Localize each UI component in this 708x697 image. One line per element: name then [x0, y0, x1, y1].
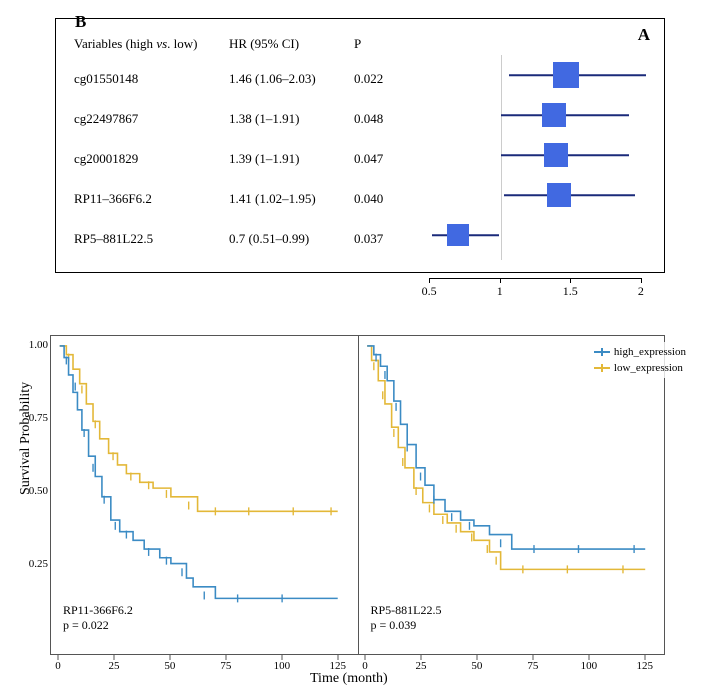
forest-hr: 1.46 (1.06–2.03)	[229, 71, 354, 87]
forest-header-row: Variables (high vs. low) HR (95% CI) P	[74, 29, 414, 59]
x-tick-label: 25	[415, 660, 426, 672]
x-tick-label: 100	[581, 660, 598, 672]
forest-var: cg22497867	[74, 111, 229, 127]
forest-table: Variables (high vs. low) HR (95% CI) P c…	[74, 29, 414, 259]
y-tick-label: 1.00	[29, 339, 48, 351]
forest-tick-label: 1	[497, 284, 503, 299]
forest-item	[416, 175, 656, 215]
forest-row: cg224978671.38 (1–1.91)0.048	[74, 99, 414, 139]
x-tick-label: 25	[108, 660, 119, 672]
y-tick-label: 0.75	[29, 412, 48, 424]
forest-hr: 0.7 (0.51–0.99)	[229, 231, 354, 247]
forest-var: cg20001829	[74, 151, 229, 167]
forest-item	[416, 95, 656, 135]
x-tick-label: 125	[330, 660, 347, 672]
forest-item	[416, 55, 656, 95]
forest-row: RP5–881L22.50.7 (0.51–0.99)0.037	[74, 219, 414, 259]
forest-p: 0.047	[354, 151, 414, 167]
x-tick-label: 75	[527, 660, 538, 672]
km-chart-1: RP11-366F6.2 p = 0.022	[50, 335, 358, 655]
forest-var: cg01550148	[74, 71, 229, 87]
km-chart-2: RP5-881L22.5 p = 0.039	[358, 335, 666, 655]
forest-tick-label: 0.5	[422, 284, 437, 299]
y-tick-label: 0.50	[29, 485, 48, 497]
legend-row: high_expression	[594, 344, 686, 360]
forest-p: 0.048	[354, 111, 414, 127]
legend-label: high_expression	[614, 346, 686, 358]
x-ticks-1: 0 25 50 75 100 125	[50, 655, 357, 675]
forest-hr: 1.41 (1.02–1.95)	[229, 191, 354, 207]
forest-plot-area	[416, 55, 656, 260]
header-p: P	[354, 36, 414, 52]
km-p-2: p = 0.039	[371, 618, 442, 634]
forest-axis: 0.5 1 1.5 2	[415, 278, 655, 303]
forest-box	[447, 224, 469, 246]
forest-box	[542, 103, 566, 127]
forest-var: RP5–881L22.5	[74, 231, 229, 247]
forest-box	[547, 183, 571, 207]
legend-row: low_expression	[594, 360, 686, 376]
forest-p: 0.037	[354, 231, 414, 247]
x-tick-label: 100	[274, 660, 291, 672]
forest-var: RP11–366F6.2	[74, 191, 229, 207]
x-tick-label: 50	[471, 660, 482, 672]
km-title-1: RP11-366F6.2	[63, 603, 133, 619]
x-tick-label: 0	[55, 660, 61, 672]
panel-b-label: B	[75, 12, 86, 32]
legend-swatch-icon	[594, 367, 610, 369]
x-tick-label: 0	[362, 660, 368, 672]
panel-b: RP11-366F6.2 p = 0.022 RP5-881L22.5 p = …	[50, 335, 665, 655]
km-annotation-2: RP5-881L22.5 p = 0.039	[371, 603, 442, 634]
header-variables: Variables (high vs. low)	[74, 36, 229, 52]
km-line-low	[367, 346, 645, 569]
y-ticks: 0.25 0.50 0.75 1.00	[24, 335, 50, 655]
forest-row: cg200018291.39 (1–1.91)0.047	[74, 139, 414, 179]
forest-hr: 1.38 (1–1.91)	[229, 111, 354, 127]
panel-a: A Variables (high vs. low) HR (95% CI) P…	[55, 18, 665, 273]
panel-a-label: A	[638, 25, 650, 45]
forest-row: cg015501481.46 (1.06–2.03)0.022	[74, 59, 414, 99]
forest-item	[416, 135, 656, 175]
forest-box	[553, 62, 579, 88]
header-hr: HR (95% CI)	[229, 36, 354, 52]
forest-item	[416, 215, 656, 255]
forest-p: 0.040	[354, 191, 414, 207]
x-tick-label: 125	[637, 660, 654, 672]
forest-hr: 1.39 (1–1.91)	[229, 151, 354, 167]
km-title-2: RP5-881L22.5	[371, 603, 442, 619]
x-ticks-2: 0 25 50 75 100 125	[357, 655, 664, 675]
km-line-high	[60, 346, 338, 598]
km-p-1: p = 0.022	[63, 618, 133, 634]
x-tick-label: 75	[220, 660, 231, 672]
forest-p: 0.022	[354, 71, 414, 87]
forest-tick-label: 1.5	[563, 284, 578, 299]
forest-row: RP11–366F6.21.41 (1.02–1.95)0.040	[74, 179, 414, 219]
forest-box	[544, 143, 568, 167]
legend-swatch-icon	[594, 351, 610, 353]
km-annotation-1: RP11-366F6.2 p = 0.022	[63, 603, 133, 634]
legend: high_expression low_expression	[592, 342, 688, 378]
forest-tick-label: 2	[638, 284, 644, 299]
legend-label: low_expression	[614, 362, 683, 374]
y-tick-label: 0.25	[29, 558, 48, 570]
x-tick-label: 50	[164, 660, 175, 672]
